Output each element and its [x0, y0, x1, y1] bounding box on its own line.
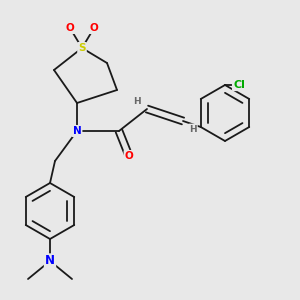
Text: S: S	[78, 43, 86, 53]
Text: Cl: Cl	[233, 80, 245, 90]
Text: O: O	[66, 23, 74, 33]
Text: H: H	[133, 97, 141, 106]
Text: N: N	[45, 254, 55, 268]
Text: N: N	[73, 126, 81, 136]
Text: O: O	[90, 23, 98, 33]
Text: O: O	[124, 151, 134, 161]
Text: H: H	[189, 124, 197, 134]
